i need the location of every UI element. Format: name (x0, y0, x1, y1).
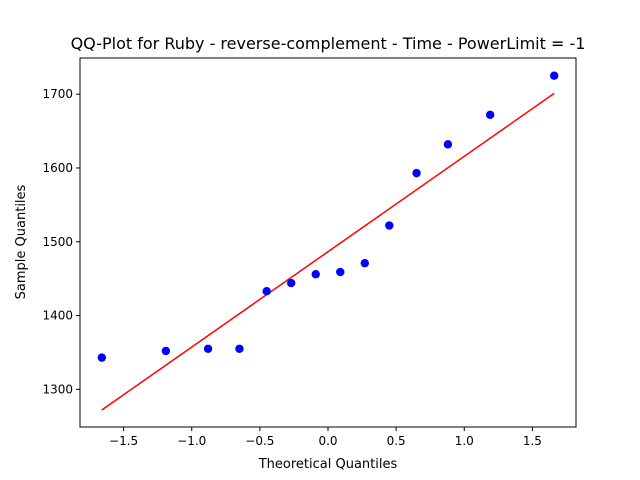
y-tick-label: 1400 (42, 309, 73, 323)
data-point (161, 346, 171, 356)
y-tick-label: 1300 (42, 382, 73, 396)
x-tick-label: −1.0 (177, 434, 206, 448)
y-axis-label: Sample Quantiles (14, 184, 29, 299)
x-axis-label: Theoretical Quantiles (258, 457, 398, 472)
x-tick-label: 0.0 (318, 434, 337, 448)
plot-area (80, 58, 576, 427)
data-point (412, 168, 421, 178)
data-point (336, 267, 345, 277)
x-tick-label: 1.5 (523, 434, 542, 448)
x-tick-label: −1.5 (109, 434, 138, 448)
x-tick-label: 1.0 (455, 434, 474, 448)
data-point (311, 270, 320, 279)
x-tick-label: 0.5 (387, 434, 406, 448)
axes-layer: −1.5 −1.0 −0.5 0.0 0.5 1.0 1.5 1300 1400 1500 1600… (42, 57, 577, 448)
y-tick-label: 1500 (42, 235, 73, 249)
y-tick-label: 1600 (42, 161, 73, 175)
data-point (360, 258, 369, 268)
data-point (235, 344, 244, 353)
data-point (385, 221, 394, 230)
chart-title: QQ-Plot for Ruby - reverse-complement - … (71, 34, 586, 53)
data-point (262, 287, 271, 296)
x-tick-label: −0.5 (245, 434, 274, 448)
series-layer (97, 71, 559, 411)
y-tick-label: 1700 (42, 87, 73, 101)
data-point (287, 278, 296, 288)
reference-line (101, 92, 555, 411)
data-point (203, 344, 213, 353)
data-point (485, 110, 495, 120)
data-point (549, 71, 559, 80)
data-point (97, 353, 107, 362)
data-point (443, 140, 453, 149)
